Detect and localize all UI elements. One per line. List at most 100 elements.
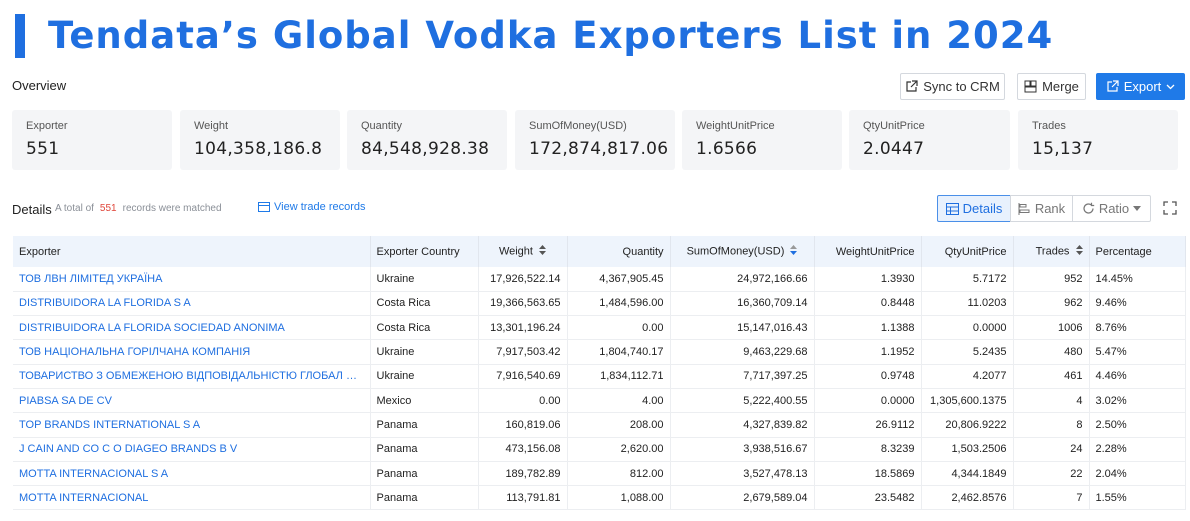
cell-qty-unit-price: 1,503.2506 bbox=[921, 437, 1014, 462]
export-button[interactable]: Export bbox=[1096, 73, 1185, 100]
sum-header-label: SumOfMoney(USD) bbox=[686, 245, 785, 258]
stat-value: 104,358,186.8 bbox=[194, 139, 323, 159]
cell-weight: 7,916,540.69 bbox=[478, 364, 568, 389]
exporter-link[interactable]: MOTTA INTERNACIONAL S A bbox=[13, 461, 371, 487]
external-link-icon bbox=[905, 80, 918, 93]
stat-value: 15,137 bbox=[1032, 139, 1094, 159]
exporter-link[interactable]: DISTRIBUIDORA LA FLORIDA S A bbox=[13, 291, 371, 317]
sort-icon[interactable] bbox=[539, 245, 547, 258]
cell-trades: 461 bbox=[1013, 364, 1090, 389]
export-icon bbox=[1106, 80, 1119, 93]
stat-card-exporter: Exporter 551 bbox=[12, 110, 172, 170]
cell-sum: 3,527,478.13 bbox=[670, 461, 815, 487]
cell-weight: 0.00 bbox=[478, 388, 568, 414]
cell-qty-unit-price: 5.2435 bbox=[921, 339, 1014, 365]
weight-header-label: Weight bbox=[498, 245, 533, 258]
view-trade-records-link[interactable]: View trade records bbox=[258, 201, 366, 213]
view-rank-toggle[interactable]: Rank bbox=[1010, 195, 1073, 222]
cell-weight-unit-price: 1.1388 bbox=[814, 315, 922, 341]
cell-percentage: 3.02% bbox=[1089, 388, 1186, 414]
stat-label: Exporter bbox=[26, 120, 68, 132]
col-header-exporter[interactable]: Exporter bbox=[13, 236, 371, 267]
cell-weight: 17,926,522.14 bbox=[478, 267, 568, 292]
merge-button[interactable]: Merge bbox=[1017, 73, 1086, 100]
cell-weight: 160,819.06 bbox=[478, 412, 568, 438]
overview-label: Overview bbox=[12, 78, 67, 93]
exporters-table: Exporter Exporter Country Weight Quantit… bbox=[13, 236, 1186, 511]
cell-weight: 473,156.08 bbox=[478, 437, 568, 462]
stat-label: Trades bbox=[1032, 120, 1066, 132]
col-header-quantity[interactable]: Quantity bbox=[567, 236, 671, 267]
exporter-link[interactable]: J CAIN AND CO C O DIAGEO BRANDS B V bbox=[13, 437, 371, 462]
chevron-down-icon bbox=[1166, 82, 1175, 91]
table-row: TOP BRANDS INTERNATIONAL S A Panama 160,… bbox=[13, 412, 1186, 438]
fullscreen-icon[interactable] bbox=[1163, 201, 1177, 220]
cell-quantity: 1,088.00 bbox=[567, 485, 671, 511]
cell-percentage: 2.50% bbox=[1089, 412, 1186, 438]
cell-country: Costa Rica bbox=[370, 315, 479, 341]
sync-label: Sync to CRM bbox=[923, 79, 1000, 94]
exporter-link[interactable]: ТОВ НАЦІОНАЛЬНА ГОРІЛЧАНА КОМПАНІЯ bbox=[13, 339, 371, 365]
col-header-weight[interactable]: Weight bbox=[478, 236, 568, 267]
cell-trades: 7 bbox=[1013, 485, 1090, 511]
sort-icon[interactable] bbox=[790, 245, 798, 258]
exporter-link[interactable]: ТОВ ЛВН ЛІМІТЕД УКРАЇНА bbox=[13, 267, 371, 292]
meta-suffix: records were matched bbox=[122, 203, 222, 214]
sync-to-crm-button[interactable]: Sync to CRM bbox=[900, 73, 1005, 100]
cell-quantity: 1,804,740.17 bbox=[567, 339, 671, 365]
cell-percentage: 14.45% bbox=[1089, 267, 1186, 292]
cell-qty-unit-price: 4.2077 bbox=[921, 364, 1014, 389]
cell-weight: 7,917,503.42 bbox=[478, 339, 568, 365]
stat-card-weight: Weight 104,358,186.8 bbox=[180, 110, 340, 170]
col-header-percentage[interactable]: Percentage bbox=[1089, 236, 1186, 267]
stat-label: SumOfMoney(USD) bbox=[529, 120, 627, 132]
ratio-toggle-label: Ratio bbox=[1098, 201, 1130, 216]
cell-percentage: 9.46% bbox=[1089, 291, 1186, 317]
col-header-qty-unit-price[interactable]: QtyUnitPrice bbox=[921, 236, 1014, 267]
bar-chart-icon bbox=[1018, 202, 1031, 215]
view-ratio-toggle[interactable]: Ratio bbox=[1072, 195, 1151, 222]
cell-weight-unit-price: 0.8448 bbox=[814, 291, 922, 317]
records-matched-text: A total of 551 records were matched bbox=[55, 203, 222, 214]
table-row: ТОВ НАЦІОНАЛЬНА ГОРІЛЧАНА КОМПАНІЯ Ukrai… bbox=[13, 339, 1186, 365]
title-accent-bar bbox=[15, 14, 25, 58]
cell-weight-unit-price: 18.5869 bbox=[814, 461, 922, 487]
cell-trades: 962 bbox=[1013, 291, 1090, 317]
cell-weight: 189,782.89 bbox=[478, 461, 568, 487]
refresh-icon bbox=[1082, 202, 1095, 215]
exporter-link[interactable]: MOTTA INTERNACIONAL bbox=[13, 485, 371, 511]
cell-quantity: 812.00 bbox=[567, 461, 671, 487]
col-header-trades[interactable]: Trades bbox=[1013, 236, 1090, 267]
table-icon bbox=[945, 202, 959, 215]
exporter-link[interactable]: DISTRIBUIDORA LA FLORIDA SOCIEDAD ANONIM… bbox=[13, 315, 371, 341]
cell-quantity: 208.00 bbox=[567, 412, 671, 438]
table-row: DISTRIBUIDORA LA FLORIDA SOCIEDAD ANONIM… bbox=[13, 315, 1186, 341]
cell-weight: 13,301,196.24 bbox=[478, 315, 568, 341]
cell-trades: 24 bbox=[1013, 437, 1090, 462]
cell-sum: 3,938,516.67 bbox=[670, 437, 815, 462]
cell-quantity: 4.00 bbox=[567, 388, 671, 414]
col-header-weight-unit-price[interactable]: WeightUnitPrice bbox=[814, 236, 922, 267]
cell-weight: 113,791.81 bbox=[478, 485, 568, 511]
table-row: MOTTA INTERNACIONAL Panama 113,791.81 1,… bbox=[13, 485, 1186, 511]
table-row: MOTTA INTERNACIONAL S A Panama 189,782.8… bbox=[13, 461, 1186, 487]
merge-icon bbox=[1024, 80, 1037, 93]
cell-quantity: 1,484,596.00 bbox=[567, 291, 671, 317]
stat-value: 551 bbox=[26, 139, 60, 159]
col-header-sum-of-money[interactable]: SumOfMoney(USD) bbox=[670, 236, 815, 267]
sort-icon[interactable] bbox=[1075, 245, 1083, 258]
cell-trades: 4 bbox=[1013, 388, 1090, 414]
cell-weight-unit-price: 1.3930 bbox=[814, 267, 922, 292]
cell-percentage: 5.47% bbox=[1089, 339, 1186, 365]
exporter-link[interactable]: PIABSA SA DE CV bbox=[13, 388, 371, 414]
exporter-link[interactable]: TOP BRANDS INTERNATIONAL S A bbox=[13, 412, 371, 438]
view-details-toggle[interactable]: Details bbox=[937, 195, 1011, 222]
trades-header-label: Trades bbox=[1035, 245, 1070, 258]
cell-country: Panama bbox=[370, 461, 479, 487]
caret-down-icon bbox=[1133, 205, 1142, 212]
cell-qty-unit-price: 0.0000 bbox=[921, 315, 1014, 341]
cell-qty-unit-price: 5.7172 bbox=[921, 267, 1014, 292]
cell-weight-unit-price: 23.5482 bbox=[814, 485, 922, 511]
exporter-link[interactable]: ТОВАРИСТВО З ОБМЕЖЕНОЮ ВІДПОВІДАЛЬНІСТЮ … bbox=[13, 364, 371, 389]
col-header-country[interactable]: Exporter Country bbox=[370, 236, 479, 267]
